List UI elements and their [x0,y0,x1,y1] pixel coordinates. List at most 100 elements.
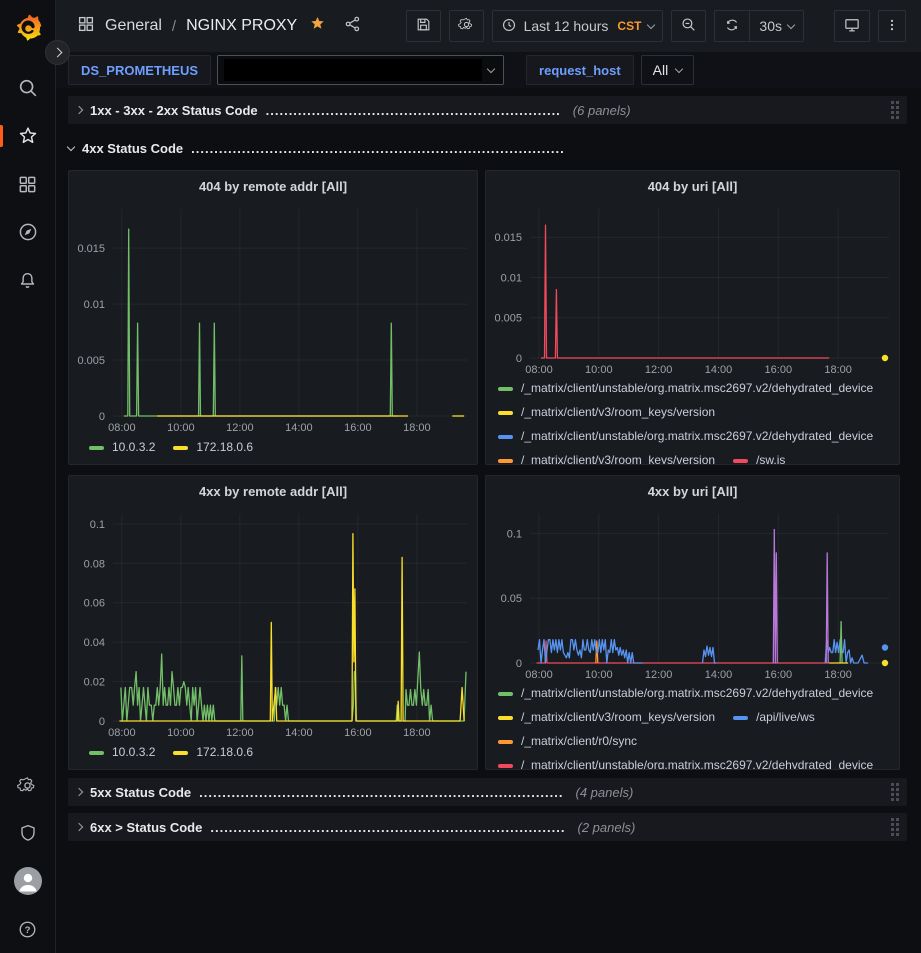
legend-label: /_matrix/client/unstable/org.matrix.msc2… [521,381,873,395]
datasource-variable-select[interactable] [217,55,505,85]
refresh-interval-dropdown[interactable]: 30s [749,11,803,41]
panel-legend: 10.0.3.2 172.18.0.6 [69,436,477,464]
legend-item[interactable]: /_matrix/client/unstable/org.matrix.msc2… [498,758,873,769]
legend-item[interactable]: /_matrix/client/v3/room_keys/version [498,710,715,725]
sidebar-expand-button[interactable] [45,40,70,65]
breadcrumb-section[interactable]: General [105,17,162,34]
breadcrumb: General / NGINX PROXY [77,15,362,38]
row-dots: ........................................… [265,102,561,118]
time-range-picker[interactable]: Last 12 hours CST [491,10,664,42]
sidebar-item-search[interactable] [0,64,55,112]
grafana-logo-icon[interactable] [13,12,43,42]
datasource-value-redacted [224,59,483,81]
legend-label: /_matrix/client/v3/room_keys/version [521,405,716,419]
row-panel-count: (2 panels) [577,819,636,835]
sidebar-item-dashboards[interactable] [0,160,55,208]
legend-item[interactable]: 172.18.0.6 [173,745,253,760]
request-host-variable-select[interactable]: All [640,55,695,85]
panel-title[interactable]: 404 by remote addr [All] [198,178,348,194]
svg-text:0.005: 0.005 [77,355,105,367]
row-drag-handle[interactable] [891,783,899,801]
svg-text:0.08: 0.08 [84,558,105,570]
row-5xx[interactable]: 5xx Status Code ........................… [68,778,907,806]
favorite-star-icon[interactable] [309,15,326,37]
panel-title[interactable]: 4xx by remote addr [All] [198,483,348,499]
more-options-kebab[interactable] [878,10,906,42]
legend-item[interactable]: /api/live/ws [733,710,815,725]
legend-swatch-red [498,763,513,768]
svg-text:10:00: 10:00 [167,422,195,434]
legend-label: 172.18.0.6 [196,745,254,759]
row-drag-handle[interactable] [891,818,899,836]
svg-text:14:00: 14:00 [285,422,313,434]
legend-item[interactable]: 10.0.3.2 [89,440,155,455]
gear-icon [457,16,475,36]
svg-text:12:00: 12:00 [645,669,673,681]
legend-item[interactable]: /_matrix/client/unstable/org.matrix.msc2… [498,686,873,701]
tv-mode-button[interactable] [834,10,870,42]
sidebar-item-settings[interactable] [0,761,55,809]
legend-item[interactable]: /sw.js [733,453,785,464]
svg-text:10:00: 10:00 [585,364,613,376]
request-host-variable-label[interactable]: request_host [526,55,634,85]
zoom-out-button[interactable] [671,10,707,42]
panel-title[interactable]: 404 by uri [All] [647,178,738,194]
row-dots: ........................................… [199,784,564,800]
row-4xx[interactable]: 4xx Status Code ........................… [66,134,907,162]
legend-item[interactable]: 172.18.0.6 [173,440,253,455]
legend-item[interactable]: /_matrix/client/v3/room_keys/version [498,405,715,420]
chevron-down-icon [486,64,496,73]
compass-icon [17,221,39,243]
legend-swatch-orange [498,458,513,463]
gear-icon [17,775,38,796]
timeseries-chart[interactable]: 08:00 10:00 12:00 14:00 16:00 18:00 0 0.005 0.01… [69,201,477,436]
sidebar-item-alerting[interactable] [0,256,55,304]
legend-item[interactable]: /_matrix/client/r0/sync [498,734,637,749]
svg-text:18:00: 18:00 [403,727,431,739]
panel-title[interactable]: 4xx by uri [All] [647,483,738,499]
sidebar-item-server-admin[interactable] [0,809,55,857]
row-drag-handle[interactable] [891,101,899,119]
help-icon: ? [17,919,38,940]
dashboard-title[interactable]: NGINX PROXY [186,17,298,34]
legend-item[interactable]: /_matrix/client/v3/room_keys/version [498,453,715,464]
svg-text:0.1: 0.1 [507,528,522,540]
save-dashboard-button[interactable] [405,10,441,42]
legend-label: /_matrix/client/unstable/org.matrix.msc2… [521,429,873,443]
svg-text:14:00: 14:00 [705,669,733,681]
svg-text:0.02: 0.02 [84,677,105,689]
row-1xx-3xx-2xx[interactable]: 1xx - 3xx - 2xx Status Code ............… [68,96,907,124]
sidebar-item-profile[interactable] [0,857,55,905]
sidebar-item-explore[interactable] [0,208,55,256]
timeseries-chart[interactable]: 08:00 10:00 12:00 14:00 16:00 18:00 0 0.02 0.04 0… [69,506,477,741]
save-icon [415,16,432,36]
panel-grid: 404 by remote addr [All] 08:00 10:00 12:00… [68,170,907,770]
active-indicator [0,125,3,147]
sidebar-item-starred[interactable] [0,112,55,160]
legend-item[interactable]: /_matrix/client/unstable/org.matrix.msc2… [498,429,873,444]
row-dots: ........................................… [210,819,566,835]
legend-item[interactable]: 10.0.3.2 [89,745,155,760]
svg-text:14:00: 14:00 [705,364,733,376]
shield-icon [18,823,38,843]
timeseries-chart[interactable]: 08:00 10:00 12:00 14:00 16:00 18:00 0 0.005 0.01… [486,201,899,378]
sidebar-item-help[interactable]: ? [0,905,55,953]
legend-item[interactable]: /_matrix/client/unstable/org.matrix.msc2… [498,381,873,396]
legend-swatch-yellow [498,410,513,415]
chevron-right-icon [74,787,84,797]
dashboard-settings-button[interactable] [448,10,484,42]
apps-grid-icon[interactable] [77,15,95,38]
datasource-variable-label[interactable]: DS_PROMETHEUS [68,55,212,85]
legend-swatch-green [89,445,104,450]
row-6xx[interactable]: 6xx > Status Code ......................… [68,813,907,841]
svg-text:12:00: 12:00 [226,727,254,739]
dashboard-canvas: 1xx - 3xx - 2xx Status Code ............… [55,88,921,953]
bell-icon [17,270,38,291]
svg-text:12:00: 12:00 [226,422,254,434]
chevron-right-icon [74,105,84,115]
refresh-button[interactable] [715,11,749,41]
legend-swatch-green [89,750,104,755]
timeseries-chart[interactable]: 08:00 10:00 12:00 14:00 16:00 18:00 0 0.05 0.1 [486,506,899,683]
share-icon[interactable] [344,15,362,38]
svg-text:0: 0 [516,353,522,365]
